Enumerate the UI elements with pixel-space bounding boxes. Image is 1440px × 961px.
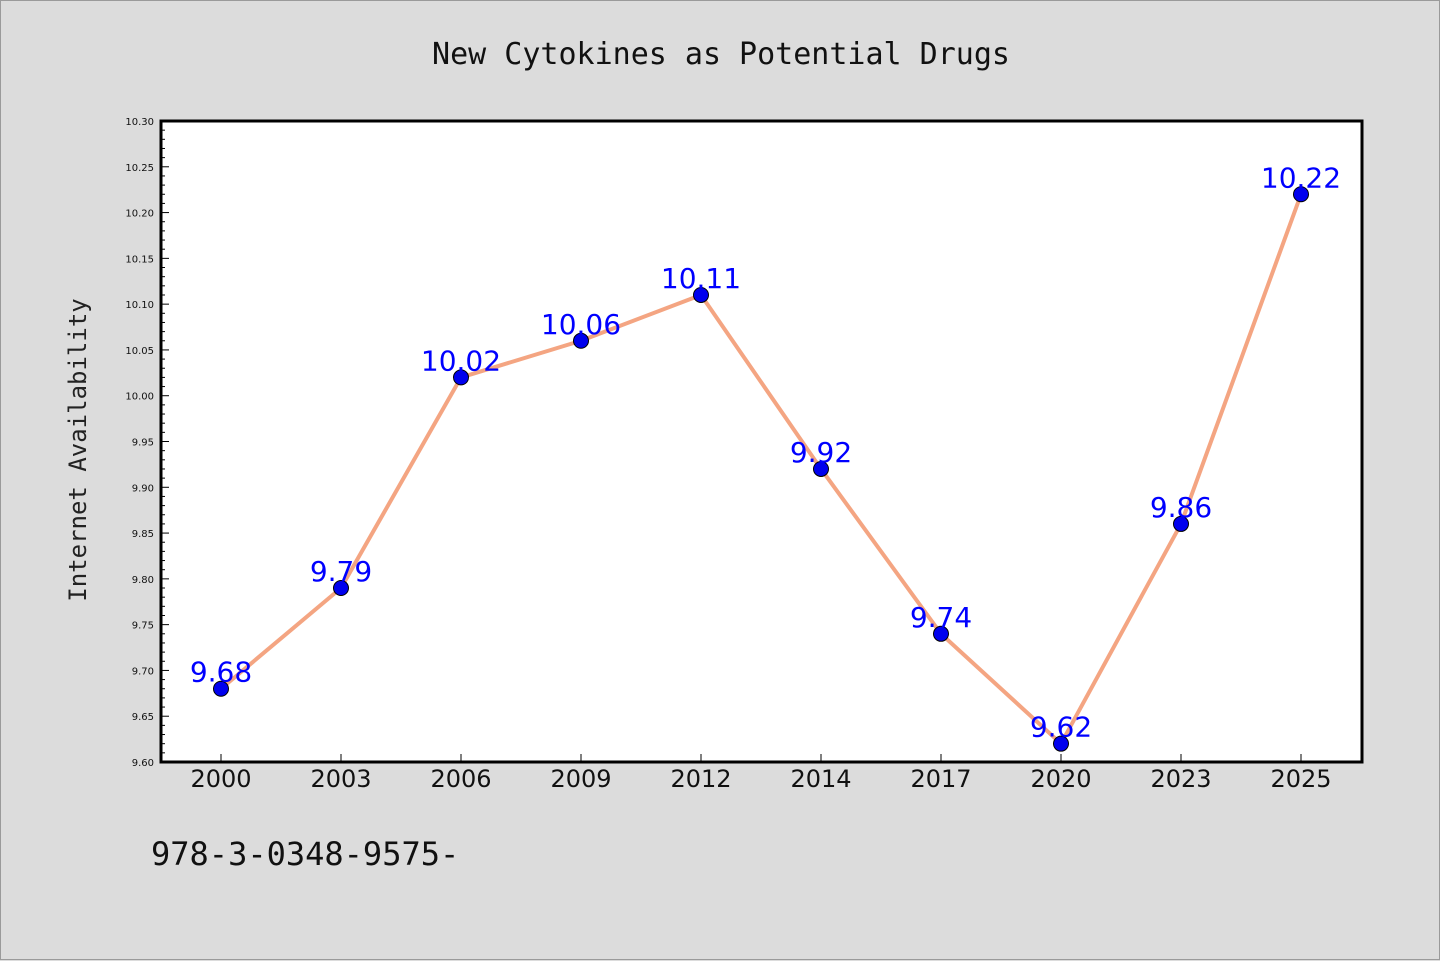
x-tick-label: 2014 xyxy=(790,765,851,793)
x-axis: 2000 2003 2006 2009 2012 2014 2017 2020 2023 2025 xyxy=(190,754,1332,793)
y-tick-label: 10.10 xyxy=(125,300,154,311)
y-tick-label: 9.60 xyxy=(132,758,154,769)
y-tick-label: 9.85 xyxy=(132,529,154,540)
data-point xyxy=(1053,735,1069,752)
y-axis: 9.60 9.65 9.70 9.75 9.80 9.85 9.90 9.95 10.00 10.… xyxy=(125,117,169,769)
data-label: 10.02 xyxy=(421,344,501,377)
y-axis-label: Internet Availability xyxy=(64,298,92,601)
data-label: 9.62 xyxy=(1030,711,1092,744)
series-points xyxy=(213,186,1309,752)
y-tick-label: 10.30 xyxy=(125,117,154,128)
data-point xyxy=(693,286,709,303)
data-label: 9.79 xyxy=(310,555,372,588)
data-point xyxy=(1293,186,1309,203)
data-label: 9.86 xyxy=(1150,491,1212,524)
series-line xyxy=(219,193,1303,746)
footnote-text: 978-3-0348-9575- xyxy=(151,835,459,873)
data-point xyxy=(213,680,229,697)
x-tick-label: 2023 xyxy=(1150,765,1211,793)
plot-area xyxy=(159,119,1364,764)
y-tick-label: 10.00 xyxy=(125,392,154,403)
data-point xyxy=(333,580,349,597)
data-point xyxy=(573,332,589,349)
data-labels: 9.68 9.79 10.02 10.06 10.11 9.92 9.74 9.62 9.86 1… xyxy=(190,161,1341,743)
data-point xyxy=(813,460,829,477)
x-tick-label: 2025 xyxy=(1270,765,1331,793)
x-tick-label: 2003 xyxy=(310,765,371,793)
y-tick-label: 10.15 xyxy=(125,254,154,265)
data-label: 10.22 xyxy=(1261,161,1341,194)
x-tick-label: 2006 xyxy=(430,765,491,793)
data-label: 9.92 xyxy=(790,436,852,469)
y-tick-label: 9.80 xyxy=(132,575,154,586)
data-point xyxy=(933,625,949,642)
data-label: 9.68 xyxy=(190,656,252,689)
y-tick-label: 10.05 xyxy=(125,346,154,357)
series-polyline xyxy=(219,193,1303,746)
chart-title: New Cytokines as Potential Drugs xyxy=(432,37,1010,72)
y-tick-label: 9.90 xyxy=(132,483,154,494)
x-tick-label: 2020 xyxy=(1030,765,1091,793)
x-tick-label: 2000 xyxy=(190,765,251,793)
data-label: 10.11 xyxy=(661,262,741,295)
data-label: 10.06 xyxy=(541,308,621,341)
x-tick-label: 2017 xyxy=(910,765,971,793)
data-label: 9.74 xyxy=(910,601,972,634)
y-tick-label: 9.95 xyxy=(132,438,154,449)
y-tick-label: 9.70 xyxy=(132,666,154,677)
y-tick-label: 10.20 xyxy=(125,209,154,220)
data-point xyxy=(1173,515,1189,532)
x-tick-label: 2009 xyxy=(550,765,611,793)
y-tick-label: 9.75 xyxy=(132,621,154,632)
y-tick-label: 10.25 xyxy=(125,163,154,174)
x-tick-label: 2012 xyxy=(670,765,731,793)
y-tick-label: 9.65 xyxy=(132,712,154,723)
data-point xyxy=(453,369,469,386)
